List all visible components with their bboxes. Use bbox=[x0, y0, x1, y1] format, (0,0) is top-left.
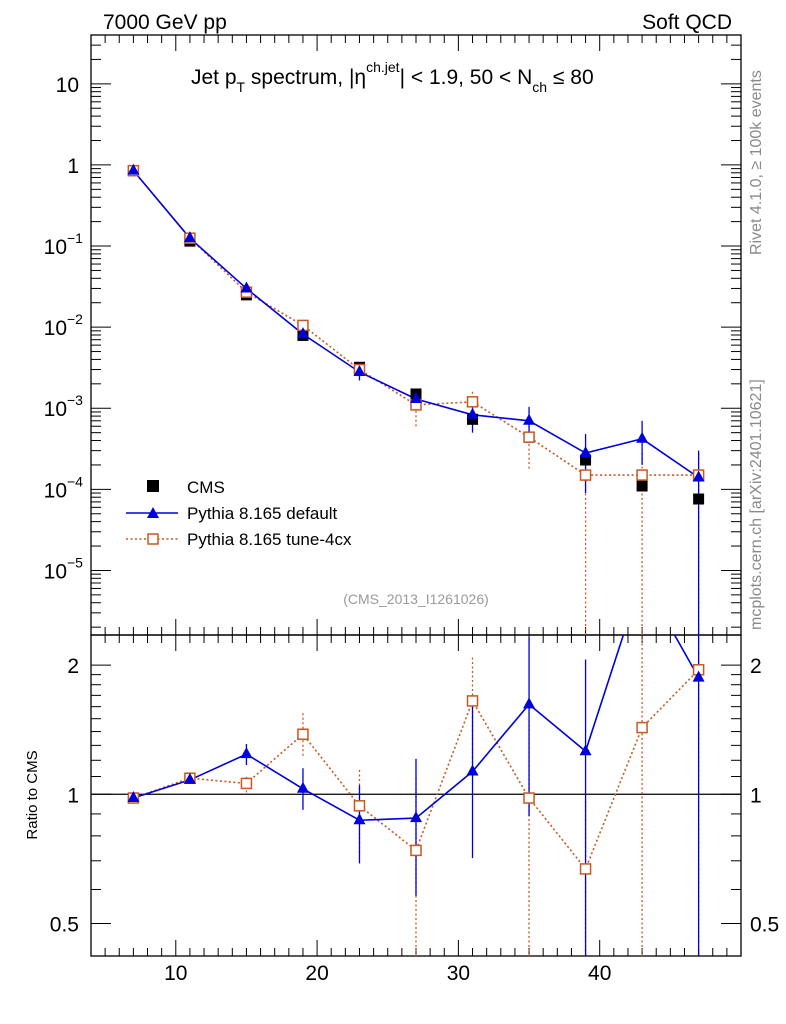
ratio-y-tick-label-right: 2 bbox=[750, 655, 762, 678]
main-data bbox=[127, 163, 705, 635]
legend-tune-marker bbox=[147, 533, 159, 545]
cms-data-point bbox=[636, 480, 648, 492]
main-y-tick-label: 1 bbox=[67, 155, 79, 178]
title-part-2: spectrum, |η bbox=[245, 66, 366, 89]
header-category: Soft QCD bbox=[642, 11, 732, 34]
ratio-default-point bbox=[579, 744, 592, 756]
ratio-tune-point bbox=[466, 695, 479, 707]
main-default-point bbox=[523, 413, 536, 425]
main-default-line bbox=[132, 170, 700, 479]
main-default-point bbox=[296, 327, 309, 339]
ratio-tune-point bbox=[636, 721, 648, 734]
plot-title: Jet pT spectrum, |ηch.jet| < 1.9, 50 < N… bbox=[191, 59, 594, 95]
main-tune-point bbox=[636, 469, 648, 481]
ratio-y-tick-label: 1 bbox=[67, 784, 79, 807]
main-tune-point bbox=[579, 469, 592, 481]
main-y-tick-label: 10 bbox=[44, 560, 67, 583]
ratio-default-point bbox=[127, 791, 140, 803]
legend-cms-label: CMS bbox=[187, 478, 225, 497]
x-tick-label: 40 bbox=[588, 962, 611, 985]
main-y-tick-exponent: −2 bbox=[67, 311, 83, 327]
ratio-tune-point bbox=[410, 844, 422, 857]
main-default-point bbox=[127, 163, 140, 175]
legend: CMS Pythia 8.165 default Pythia 8.165 tu… bbox=[126, 478, 352, 549]
ratio-default-point bbox=[692, 670, 705, 682]
main-tune-point bbox=[523, 431, 535, 443]
ratio-y-tick-label-right: 0.5 bbox=[750, 913, 779, 936]
title-part-1: Jet p bbox=[191, 66, 237, 89]
main-y-tick-exponent: −1 bbox=[67, 230, 83, 246]
main-default-point bbox=[353, 364, 366, 376]
ratio-default-point bbox=[183, 772, 196, 784]
main-y-tick-label: 10 bbox=[56, 74, 79, 97]
main-y-tick-label: 10 bbox=[44, 398, 67, 421]
title-nch-subscript: ch bbox=[532, 79, 547, 95]
ratio-data bbox=[127, 635, 705, 956]
legend-tune-label: Pythia 8.165 tune-4cx bbox=[187, 530, 352, 549]
main-y-tick-label: 10 bbox=[44, 236, 67, 259]
ratio-tune-point bbox=[523, 792, 535, 804]
main-tune-line bbox=[132, 170, 699, 476]
mcplots-label: mcplots.cern.ch [arXiv:2401.10621] bbox=[748, 379, 765, 630]
title-eta-superscript: ch.jet bbox=[366, 59, 400, 75]
title-part-4: ≤ 80 bbox=[547, 66, 594, 89]
ratio-default-point bbox=[353, 813, 366, 825]
main-y-tick-label: 10 bbox=[44, 479, 67, 502]
ratio-default-point bbox=[466, 764, 479, 776]
legend-default-marker bbox=[147, 507, 159, 518]
main-y-tick-exponent: −4 bbox=[67, 473, 83, 489]
main-y-tick-exponent: −5 bbox=[67, 554, 83, 570]
analysis-label: (CMS_2013_I1261026) bbox=[343, 591, 489, 607]
main-default-point bbox=[183, 231, 196, 243]
main-default-point bbox=[410, 392, 422, 404]
legend-default-label: Pythia 8.165 default bbox=[187, 504, 338, 523]
ratio-axes: 10 20 30 40 0.5 0.5 1 1 2 2 bbox=[50, 635, 779, 985]
main-default-point bbox=[579, 446, 592, 458]
ratio-y-axis-label: Ratio to CMS bbox=[24, 750, 41, 839]
ratio-tune-point bbox=[353, 800, 366, 812]
ratio-default-point bbox=[240, 747, 253, 759]
ratio-default-point bbox=[523, 697, 536, 709]
header-energy: 7000 GeV pp bbox=[103, 11, 227, 34]
ratio-tune-point bbox=[579, 863, 592, 875]
main-y-tick-label: 10 bbox=[44, 317, 67, 340]
legend-cms-marker bbox=[147, 480, 159, 492]
title-part-3: | < 1.9, 50 < N bbox=[400, 66, 533, 89]
main-y-tick-exponent: −3 bbox=[67, 392, 83, 408]
main-default-point bbox=[636, 431, 649, 443]
title-pt-subscript: T bbox=[237, 79, 246, 95]
ratio-tune-point bbox=[240, 777, 253, 790]
main-tune-point bbox=[466, 396, 479, 408]
x-tick-label: 20 bbox=[305, 962, 328, 985]
ratio-y-tick-label: 0.5 bbox=[50, 913, 79, 936]
cms-data-point bbox=[693, 493, 705, 505]
cms-data-point bbox=[580, 454, 592, 466]
ratio-tune-point bbox=[297, 728, 309, 740]
ratio-y-tick-label-right: 1 bbox=[750, 784, 762, 807]
main-default-point bbox=[692, 470, 705, 482]
cms-data-point bbox=[467, 413, 479, 425]
x-tick-label: 10 bbox=[164, 962, 187, 985]
rivet-label: Rivet 4.1.0, ≥ 100k events bbox=[748, 70, 765, 255]
ratio-default-point bbox=[410, 811, 422, 823]
main-default-point bbox=[466, 407, 479, 419]
ratio-y-tick-label: 2 bbox=[67, 655, 79, 678]
main-default-point bbox=[240, 281, 253, 293]
x-tick-label: 30 bbox=[447, 962, 470, 985]
ratio-default-point bbox=[296, 781, 309, 793]
